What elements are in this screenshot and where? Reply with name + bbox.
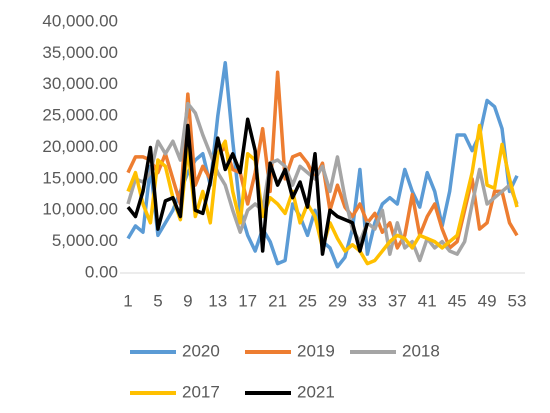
legend-label: 2020	[182, 341, 220, 360]
legend-label: 2019	[297, 341, 335, 360]
x-tick-label: 13	[208, 291, 227, 310]
y-tick-label: 40,000.00	[42, 11, 118, 30]
y-tick-label: 0.00	[85, 262, 118, 281]
x-tick-label: 25	[298, 291, 317, 310]
x-tick-label: 5	[153, 291, 162, 310]
x-tick-label: 45	[448, 291, 467, 310]
series-line	[126, 117, 370, 256]
x-tick-label: 49	[478, 291, 497, 310]
y-tick-label: 30,000.00	[42, 74, 118, 93]
y-tick-label: 5,000.00	[52, 231, 118, 250]
x-tick-label: 53	[508, 291, 527, 310]
x-tick-label: 41	[418, 291, 437, 310]
y-tick-label: 20,000.00	[42, 137, 118, 156]
legend-label: 2018	[402, 341, 440, 360]
x-tick-label: 21	[268, 291, 287, 310]
x-tick-label: 33	[358, 291, 377, 310]
y-tick-label: 35,000.00	[42, 43, 118, 62]
y-tick-label: 10,000.00	[42, 200, 118, 219]
legend-label: 2021	[297, 382, 335, 401]
x-tick-label: 17	[238, 291, 257, 310]
y-tick-label: 15,000.00	[42, 168, 118, 187]
x-tick-label: 9	[183, 291, 192, 310]
x-tick-label: 29	[328, 291, 347, 310]
y-tick-label: 25,000.00	[42, 106, 118, 125]
series-line	[126, 70, 519, 250]
series-line	[126, 101, 519, 263]
x-tick-label: 37	[388, 291, 407, 310]
x-tick-label: 1	[123, 291, 132, 310]
legend-label: 2017	[182, 382, 220, 401]
